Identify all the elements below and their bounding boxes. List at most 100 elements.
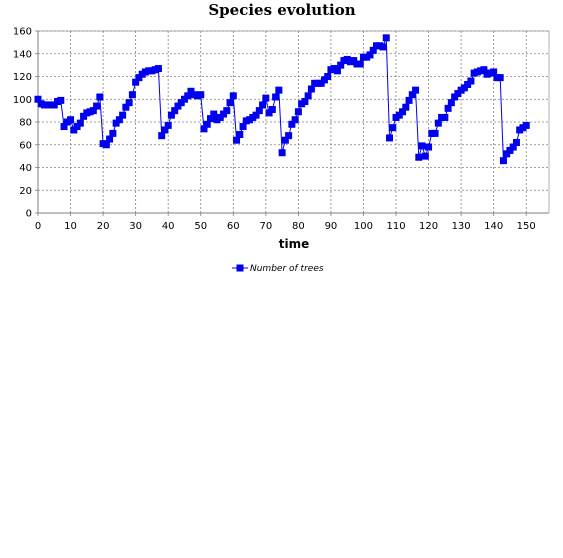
y-tick-label-80: 80 (19, 118, 32, 129)
data-point (399, 108, 407, 116)
data-point (434, 119, 442, 127)
x-tick-label-0: 0 (35, 221, 41, 232)
data-point (167, 111, 175, 119)
y-tick-label-120: 120 (13, 72, 32, 83)
x-tick-label-150: 150 (517, 221, 536, 232)
x-tick-label-40: 40 (162, 221, 175, 232)
data-point (415, 153, 423, 161)
data-point (522, 121, 530, 129)
data-point (109, 129, 117, 137)
data-point (291, 116, 299, 124)
x-tick-label-110: 110 (386, 221, 405, 232)
data-point (441, 113, 449, 121)
data-point (93, 102, 101, 110)
x-tick-label-100: 100 (354, 221, 373, 232)
data-point (272, 93, 280, 101)
grid-lines (38, 30, 549, 213)
y-axis-ticks: 0 20 40 60 80 100 120 140 160 (13, 27, 38, 220)
data-point (171, 107, 179, 115)
series-points-number-of-trees (34, 34, 530, 165)
data-point (281, 136, 289, 144)
data-point (369, 46, 377, 54)
data-point (490, 68, 498, 76)
x-tick-label-30: 30 (129, 221, 142, 232)
data-point (132, 78, 140, 86)
x-tick-label-20: 20 (97, 221, 110, 232)
data-point (229, 92, 237, 100)
data-point (307, 85, 315, 93)
data-point (161, 126, 169, 134)
data-point (512, 138, 520, 146)
data-point (67, 116, 75, 124)
data-point (480, 66, 488, 74)
x-tick-label-70: 70 (259, 221, 272, 232)
data-point (444, 104, 452, 112)
x-tick-label-130: 130 (452, 221, 471, 232)
data-point (96, 93, 104, 101)
data-point (356, 60, 364, 68)
data-point (210, 110, 218, 118)
x-tick-label-80: 80 (292, 221, 305, 232)
data-point (34, 95, 42, 103)
data-point (122, 103, 130, 111)
data-point (115, 116, 123, 124)
data-point (333, 67, 341, 75)
data-point (389, 124, 397, 132)
data-point (164, 121, 172, 129)
data-point (259, 101, 267, 109)
data-point (60, 123, 68, 131)
data-point (405, 96, 413, 104)
x-tick-label-90: 90 (325, 221, 338, 232)
data-point (382, 34, 390, 42)
data-point (89, 107, 97, 115)
data-point (158, 132, 166, 140)
data-point (431, 129, 439, 137)
data-point (197, 91, 205, 99)
data-point (262, 94, 270, 102)
y-tick-label-20: 20 (19, 186, 32, 197)
data-point (324, 73, 332, 80)
data-point (125, 99, 133, 107)
data-point (128, 91, 136, 99)
data-point (337, 61, 345, 69)
legend: Number of trees (232, 264, 324, 274)
data-point (304, 92, 312, 100)
data-point (509, 143, 517, 151)
legend-label: Number of trees (250, 264, 324, 274)
data-point (412, 86, 420, 94)
x-axis-ticks: 0 10 20 30 40 50 60 70 80 90 100 110 120 130 140 150 (35, 213, 536, 232)
x-tick-label-60: 60 (227, 221, 240, 232)
data-point (402, 103, 410, 111)
x-tick-label-50: 50 (194, 221, 207, 232)
x-axis-label: time (279, 237, 310, 251)
data-point (106, 135, 114, 143)
y-tick-label-100: 100 (13, 95, 32, 106)
data-point (154, 65, 162, 73)
legend-square-marker-icon (236, 264, 244, 272)
data-point (239, 123, 247, 131)
data-point (467, 77, 475, 85)
data-point (203, 120, 211, 128)
y-tick-label-40: 40 (19, 163, 32, 174)
data-point (301, 98, 309, 106)
data-point (294, 108, 302, 116)
y-tick-label-140: 140 (13, 49, 32, 60)
data-point (418, 142, 426, 150)
x-tick-label-140: 140 (484, 221, 503, 232)
data-point (288, 120, 296, 128)
y-tick-label-60: 60 (19, 140, 32, 151)
data-point (366, 51, 374, 59)
data-point (184, 92, 192, 100)
data-point (207, 115, 214, 123)
data-point (76, 119, 84, 127)
data-point (275, 86, 283, 94)
x-tick-label-120: 120 (419, 221, 438, 232)
data-point (255, 107, 263, 115)
data-point (425, 143, 433, 151)
data-point (200, 125, 208, 133)
data-point (421, 152, 429, 160)
data-point (379, 43, 387, 51)
data-point (252, 111, 260, 119)
data-point (285, 132, 293, 140)
